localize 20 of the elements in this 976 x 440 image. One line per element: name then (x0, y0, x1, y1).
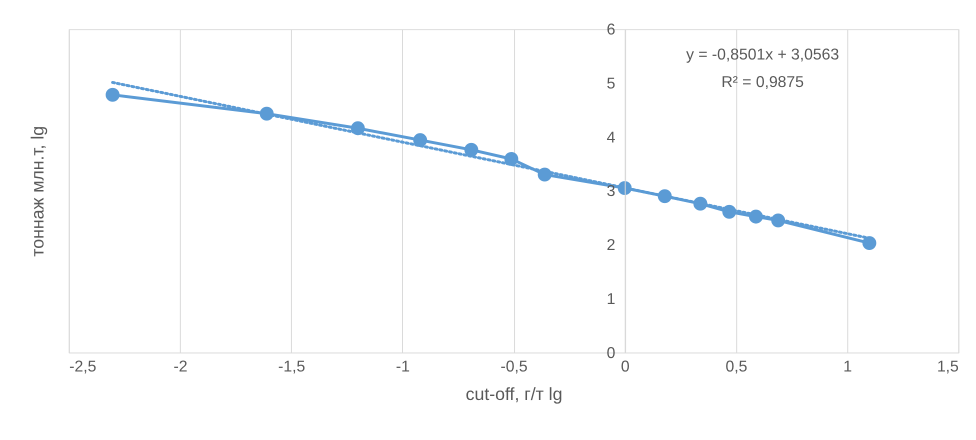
y-tick-label: 4 (606, 129, 616, 146)
x-axis-title: cut-off, г/т lg (466, 384, 562, 404)
y-tick-label: 5 (606, 75, 616, 92)
x-tick-label: -2 (173, 358, 188, 376)
y-tick-label: 1 (606, 290, 616, 308)
annotation: R² = 0,9875 (721, 74, 804, 92)
x-tick-label: -1,5 (278, 358, 306, 376)
annotation: y = -0,8501x + 3,0563 (686, 46, 840, 64)
y-tick-label: 3 (606, 183, 616, 200)
x-tick-label: 0 (620, 358, 630, 376)
x-tick-label: -2,5 (69, 358, 97, 376)
x-tick-label: -0,5 (500, 358, 528, 376)
x-tick-label: 1 (843, 358, 852, 376)
x-tick-label: 0,5 (725, 358, 748, 376)
x-tick-label: 1,5 (936, 358, 960, 376)
y-tick-label: 2 (606, 237, 616, 254)
y-axis-title: тоннаж млн.т, lg (28, 126, 48, 257)
x-tick-label: -1 (396, 358, 410, 376)
y-tick-label: 6 (606, 21, 616, 38)
y-tick-label: 0 (606, 344, 616, 362)
